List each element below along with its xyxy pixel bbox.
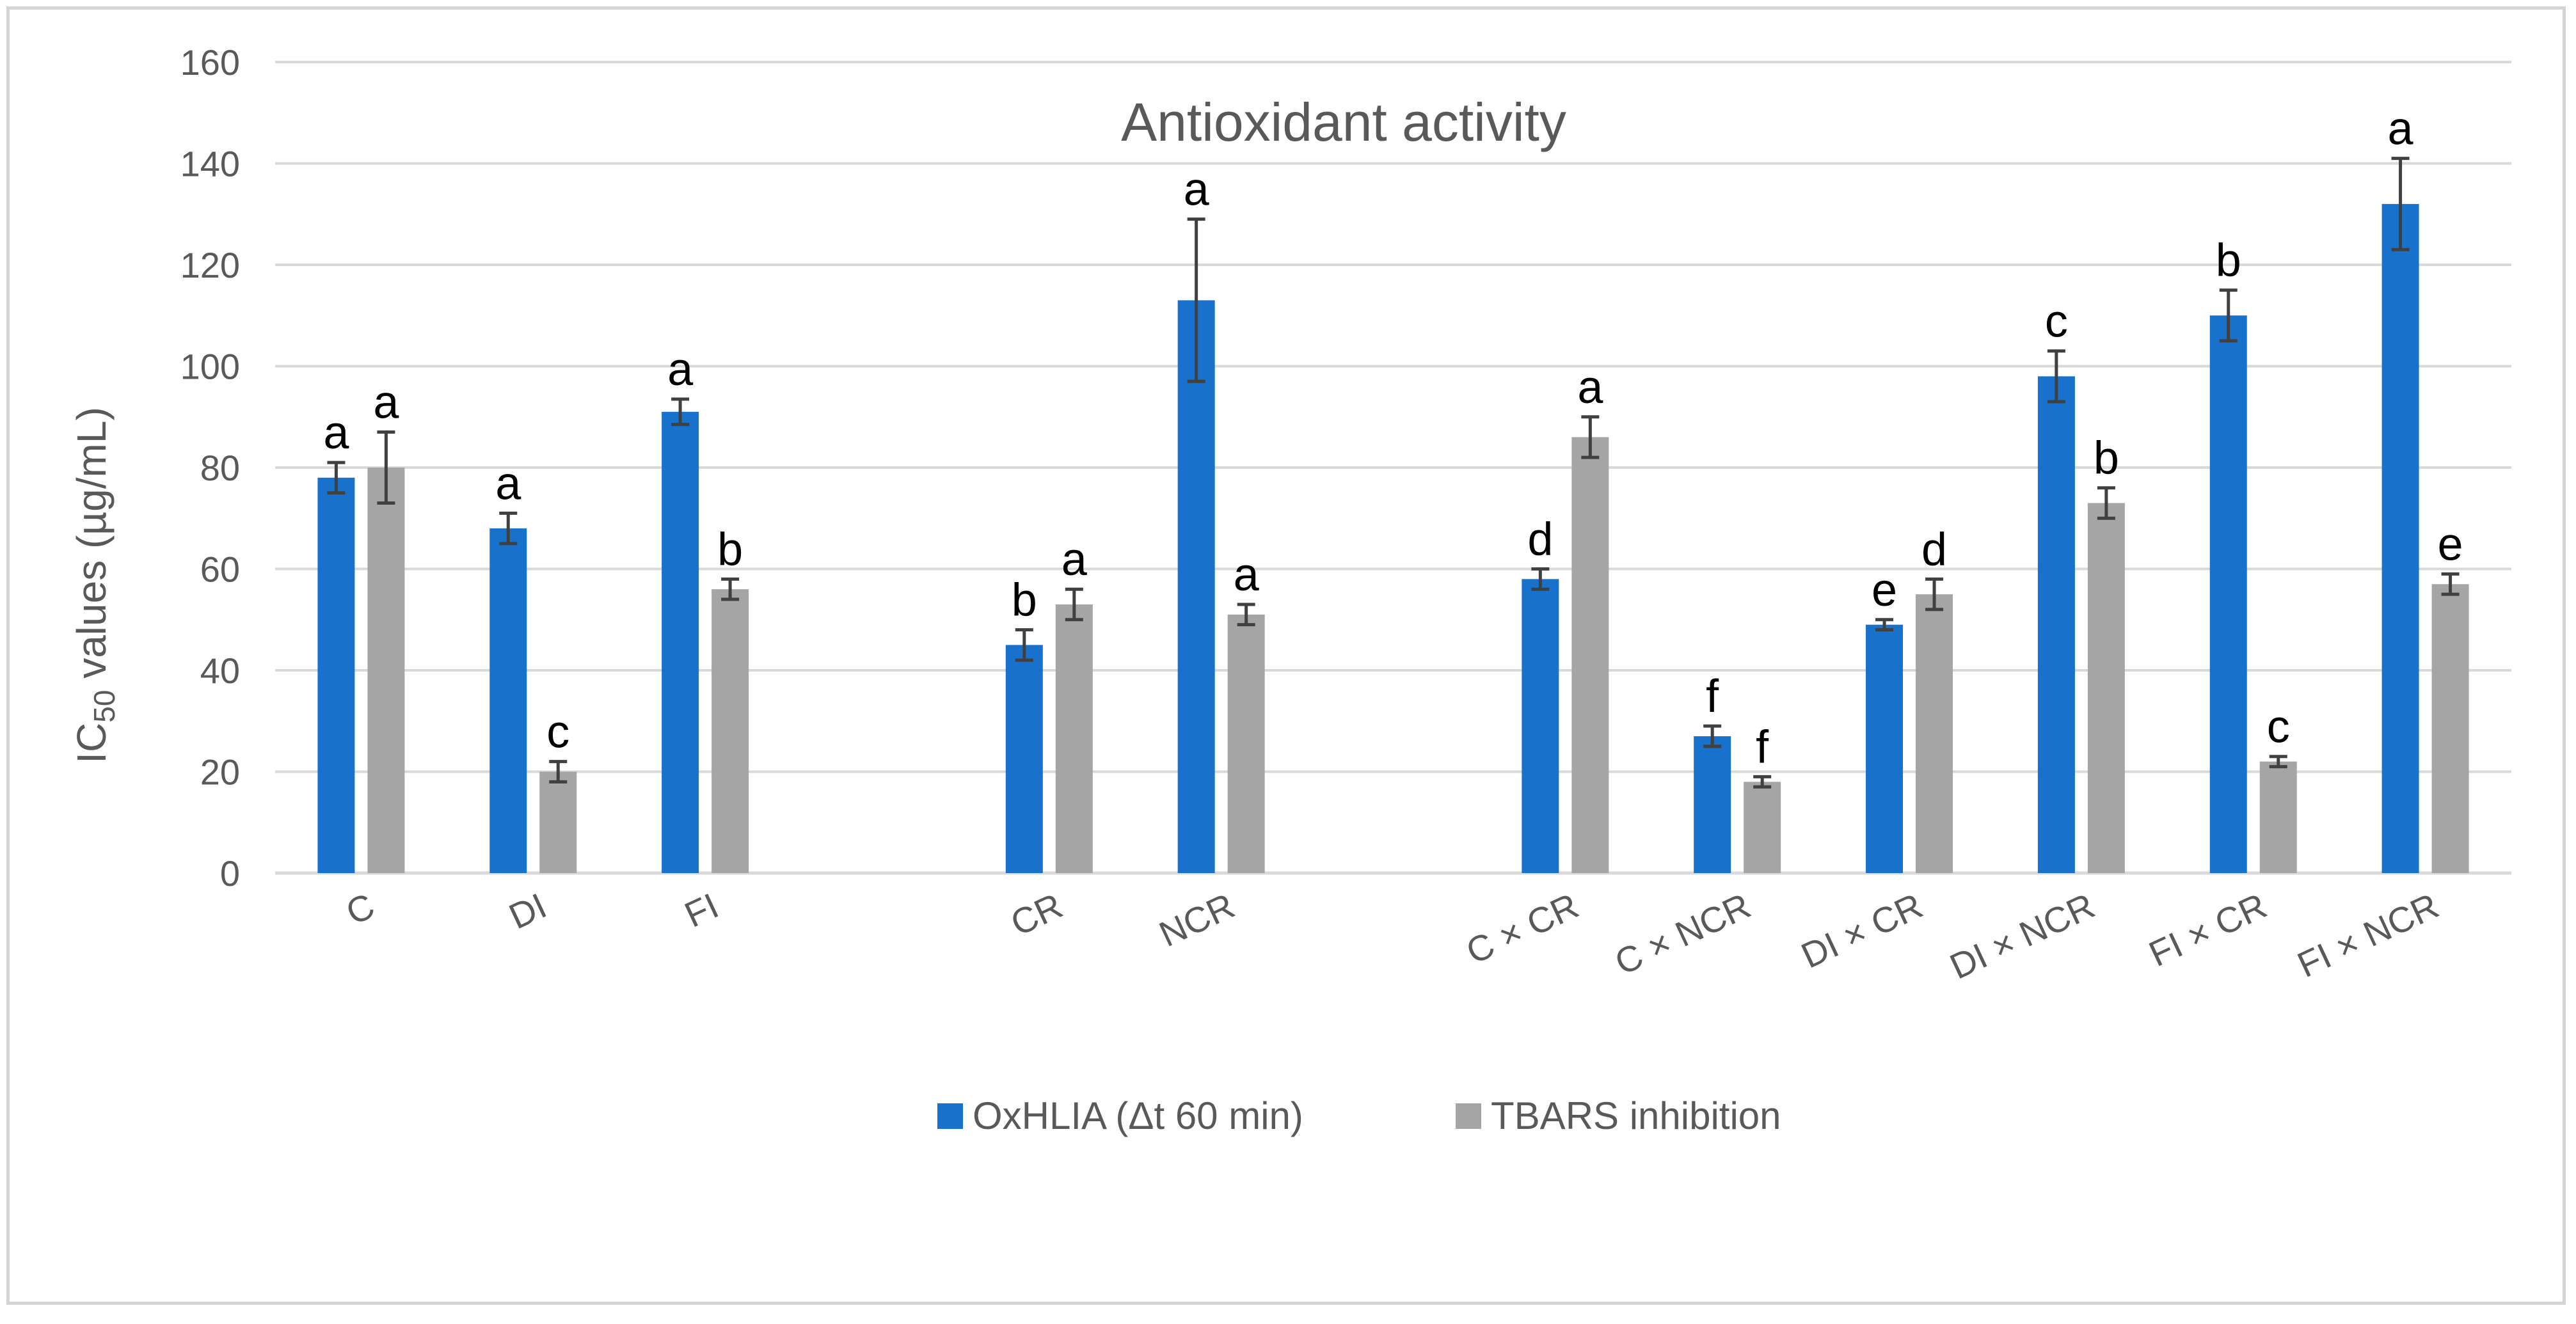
y-tick-label-120: 120 <box>180 245 240 285</box>
category-label-2: FI <box>678 885 724 935</box>
significance-letter-s1-c0: a <box>373 377 399 429</box>
significance-letter-s1-c8: f <box>1756 721 1769 773</box>
y-axis-label: IC50 values (µg/mL) <box>68 407 121 764</box>
significance-letter-s1-c1: c <box>546 707 569 758</box>
significance-letter-s1-c5: a <box>1234 549 1260 601</box>
bars <box>317 203 2469 874</box>
bar-s1-c10 <box>2087 503 2125 873</box>
y-axis-label-main: IC <box>68 723 115 764</box>
legend-swatch-tbars <box>1456 1103 1481 1129</box>
significance-letter-s1-c12: e <box>2438 519 2463 570</box>
bar-s0-c2 <box>662 411 699 873</box>
significance-letter-s0-c4: b <box>1012 575 1037 626</box>
gridlines <box>275 61 2511 874</box>
bar-s1-c9 <box>1916 594 1953 873</box>
category-label-1: DI <box>503 885 552 937</box>
y-axis-label-subscript: 50 <box>88 690 121 723</box>
y-tick-label-60: 60 <box>200 549 240 590</box>
significance-letter-s0-c9: e <box>1872 565 1897 616</box>
significance-letter-s1-c10: b <box>2094 433 2119 484</box>
y-tick-label-160: 160 <box>180 42 240 83</box>
significance-letter-s0-c2: a <box>667 344 694 395</box>
bar-s1-c7 <box>1571 437 1609 873</box>
category-label-11: FI × CR <box>2143 885 2273 974</box>
legend-swatch-oxhlia <box>937 1103 963 1129</box>
y-tick-label-140: 140 <box>180 144 240 184</box>
bar-s0-c8 <box>1694 736 1731 873</box>
significance-letter-s0-c0: a <box>323 407 349 459</box>
bar-s1-c5 <box>1227 614 1265 873</box>
y-axis-label-rest: values (µg/mL) <box>68 407 115 690</box>
significance-letter-s1-c9: d <box>1921 524 1947 575</box>
bar-s0-c10 <box>2037 376 2075 873</box>
bar-s1-c8 <box>1744 782 1781 873</box>
bar-s1-c4 <box>1055 604 1093 873</box>
bar-s1-c2 <box>712 589 749 873</box>
bar-s0-c9 <box>1866 624 1904 873</box>
significance-letter-s1-c2: b <box>717 524 743 575</box>
bar-s0-c5 <box>1177 300 1215 874</box>
axis-ticks: 0 20 40 60 80 100 120 140 160 <box>180 42 2511 894</box>
y-tick-label-20: 20 <box>200 752 240 792</box>
bar-s0-c11 <box>2209 315 2247 873</box>
error-bars <box>327 157 2460 789</box>
y-tick-label-100: 100 <box>180 347 240 387</box>
significance-letter-s0-c10: c <box>2045 296 2068 347</box>
bar-s0-c1 <box>489 528 527 873</box>
legend-label-tbars: TBARS inhibition <box>1491 1094 1781 1137</box>
significance-letter-s0-c1: a <box>495 458 521 509</box>
category-label-12: FI × NCR <box>2291 885 2445 985</box>
legend: OxHLIA (Δt 60 min) TBARS inhibition <box>937 1094 1781 1137</box>
y-tick-label-80: 80 <box>200 448 240 488</box>
significance-letter-s0-c7: d <box>1527 514 1553 565</box>
category-labels: C DI FI CR NCR C × CR C × NCR DI × CR DI × NCR FI… <box>340 885 2444 987</box>
bar-s1-c12 <box>2431 584 2469 873</box>
bar-s0-c0 <box>317 477 355 873</box>
category-label-8: C × NCR <box>1609 885 1756 982</box>
bar-s1-c1 <box>539 771 577 873</box>
category-label-7: C × CR <box>1460 885 1584 972</box>
significance-letter-s0-c5: a <box>1184 164 1210 216</box>
y-tick-label-40: 40 <box>200 650 240 691</box>
chart-title: Antioxidant activity <box>1121 92 1566 152</box>
bar-s0-c4 <box>1005 645 1043 873</box>
y-tick-label-0: 0 <box>220 853 240 894</box>
category-label-0: C <box>340 885 380 933</box>
bar-s1-c11 <box>2259 761 2297 873</box>
significance-letter-s1-c11: c <box>2267 702 2290 753</box>
significance-letter-s0-c12: a <box>2388 104 2414 155</box>
significance-letter-s0-c8: f <box>1706 671 1719 722</box>
significance-letter-s1-c7: a <box>1577 362 1603 413</box>
bar-s0-c12 <box>2381 203 2419 873</box>
bar-s1-c0 <box>367 468 405 873</box>
significance-letter-s1-c4: a <box>1061 534 1088 585</box>
legend-label-oxhlia: OxHLIA (Δt 60 min) <box>973 1094 1303 1137</box>
significance-letter-s0-c11: b <box>2216 235 2241 287</box>
category-label-9: DI × CR <box>1795 885 1929 976</box>
category-label-10: DI × NCR <box>1944 885 2101 987</box>
category-label-5: NCR <box>1153 885 1241 954</box>
category-label-4: CR <box>1005 885 1069 943</box>
bar-s0-c7 <box>1522 579 1559 873</box>
